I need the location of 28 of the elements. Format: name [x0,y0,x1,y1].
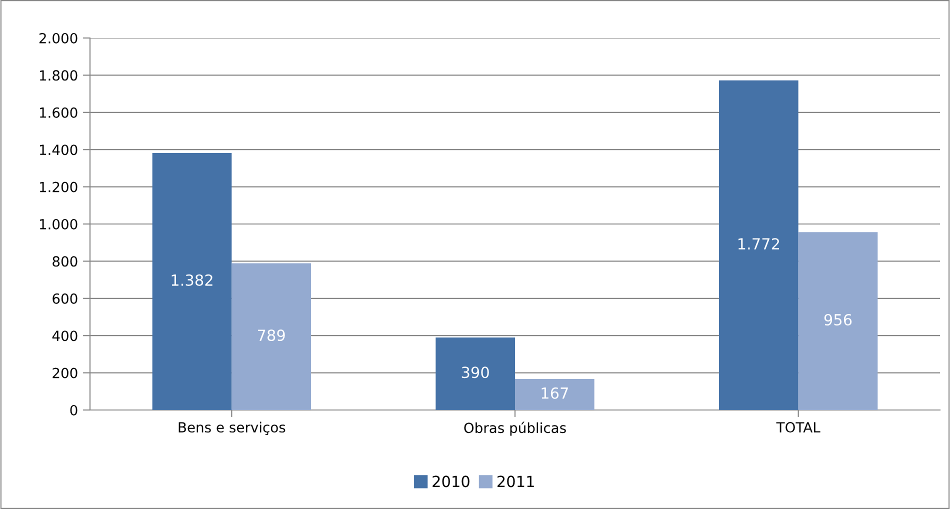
legend-label: 2010 [432,476,470,488]
bar [232,263,311,410]
data-label: 956 [824,314,852,326]
data-label: 167 [542,387,568,399]
y-tick-label: 400 [52,330,78,342]
y-tick-label: 1.600 [40,107,78,118]
data-label: 1.772 [738,238,780,250]
y-tick-label: 1.200 [40,182,78,192]
y-tick-label: 1.400 [40,144,78,156]
y-tick-label: 200 [52,368,78,378]
bar [436,337,515,410]
bar [515,378,594,410]
legend-label: 2011 [498,476,534,488]
y-tick-label: 1.800 [40,70,78,81]
y-tick-label: 2.000 [39,32,78,44]
y-tick-label: 0 [70,404,78,416]
x-tick-label: Obras públicas [464,422,566,436]
data-label: 390 [462,366,489,378]
data-label: 789 [258,330,285,342]
y-tick-label: 800 [52,256,78,267]
bar [152,152,232,410]
bar [798,232,878,410]
bar [719,80,798,410]
x-tick-label: TOTAL [776,422,820,433]
y-tick-label: 1.000 [40,218,78,230]
y-tick-label: 600 [52,293,78,304]
data-label: 1.382 [172,274,212,286]
x-tick-label: Bens e serviços [178,422,286,436]
